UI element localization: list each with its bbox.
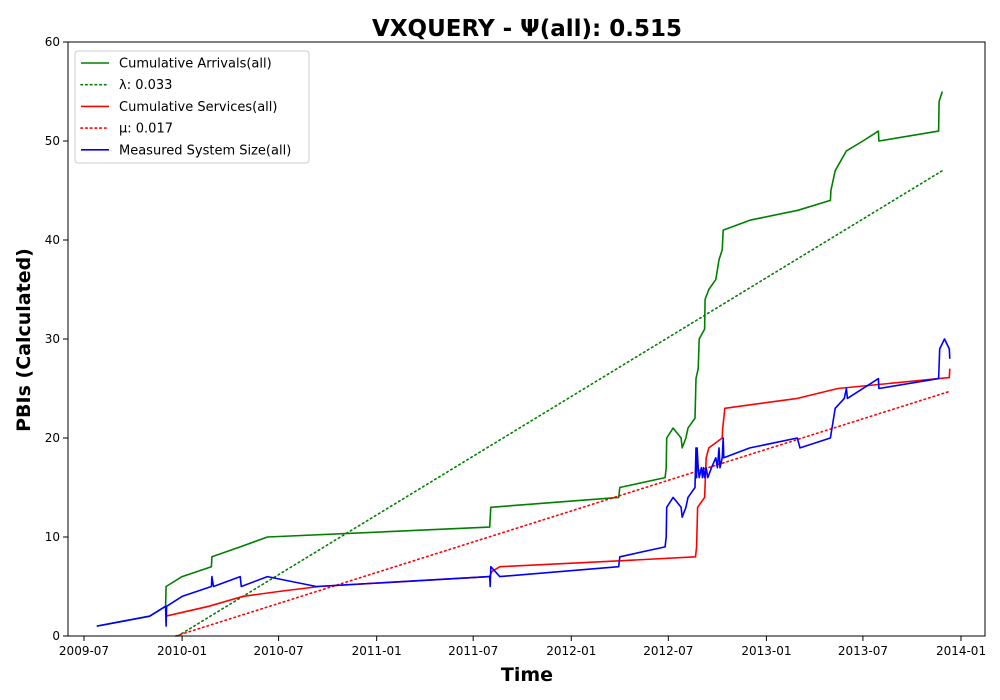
series-line-1-cumulative-arrivals-all	[96, 91, 944, 627]
y-tick-label: 60	[45, 35, 60, 49]
legend-label-1: Cumulative Arrivals(all)	[119, 57, 272, 72]
legend-label-2: λ: 0.033	[119, 78, 172, 93]
y-axis-ticks: 0 10 20 30 40 50 60	[45, 35, 68, 643]
y-tick-label: 20	[45, 431, 60, 445]
x-tick-label: 2011-07	[448, 644, 498, 658]
x-tick-label: 2010-01	[157, 644, 207, 658]
legend-label-4: μ: 0.017	[119, 122, 173, 137]
series-line-3-cumulative-services-all	[165, 368, 951, 617]
x-tick-label: 2013-07	[838, 644, 888, 658]
legend: Cumulative Arrivals(all) λ: 0.033 Cumulati…	[74, 50, 310, 164]
x-tick-label: 2012-01	[546, 644, 596, 658]
series-line-5-measured-system-size-all	[96, 338, 951, 627]
y-axis-title: PBIs (Calculated)	[13, 248, 35, 432]
y-tick-label: 30	[45, 332, 60, 346]
x-tick-label: 2013-01	[741, 644, 791, 658]
legend-box	[74, 50, 310, 164]
y-tick-label: 10	[45, 530, 60, 544]
series-line-4-0-017	[174, 390, 951, 637]
legend-label-5: Measured System Size(all)	[119, 143, 291, 158]
x-tick-label: 2012-07	[643, 644, 693, 658]
plot-frame	[67, 41, 986, 637]
x-tick-label: 2010-07	[254, 644, 304, 658]
y-tick-label: 40	[45, 233, 60, 247]
y-tick-label: 50	[45, 134, 60, 148]
x-axis-ticks: 2009-07 2010-01 2010-07 2011-01 2011-07 2012-…	[59, 636, 986, 658]
series-layer	[96, 91, 951, 637]
y-tick-label: 0	[52, 629, 60, 643]
x-axis-title: Time	[501, 664, 553, 686]
chart-title: VXQUERY - Ψ(all): 0.515	[372, 16, 682, 42]
x-tick-label: 2011-01	[352, 644, 402, 658]
x-tick-label: 2009-07	[59, 644, 109, 658]
legend-label-3: Cumulative Services(all)	[119, 100, 277, 115]
series-line-2-0-033	[177, 169, 944, 637]
x-tick-label: 2014-01	[936, 644, 986, 658]
